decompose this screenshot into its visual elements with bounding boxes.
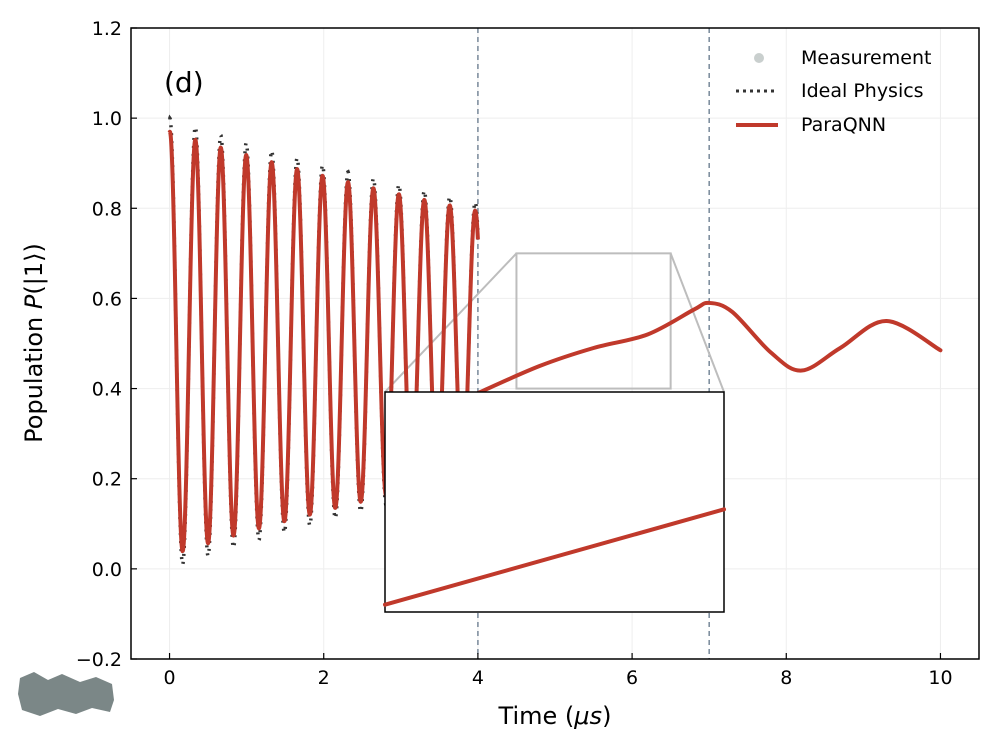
x-tick-label: 4	[472, 667, 484, 689]
ticks: 0 2 4 6 8 10 −0.2 0.0 0.2 0.4 0.6 0.8 1.0 1.2	[76, 18, 953, 689]
x-tick-label: 8	[780, 667, 792, 689]
inset	[383, 391, 726, 613]
x-axis-title: Time (μs)	[498, 702, 612, 730]
logo-smudge	[18, 672, 114, 716]
panel-label: (d)	[164, 66, 204, 99]
legend: Measurement Ideal Physics ParaQNN	[736, 47, 931, 136]
paraqnn-extrapolation-line	[475, 300, 943, 396]
paraqnn-line	[167, 129, 480, 554]
y-tick-label: 0.0	[92, 559, 122, 581]
legend-label-paraqnn: ParaQNN	[801, 114, 886, 136]
y-tick-label: 0.8	[92, 198, 122, 220]
y-tick-label: 0.4	[92, 379, 122, 401]
x-tick-label: 0	[163, 667, 175, 689]
legend-label-ideal-physics: Ideal Physics	[801, 80, 924, 102]
zoom-connector-right	[669, 252, 725, 393]
x-tick-label: 2	[318, 667, 330, 689]
zoom-region-box	[515, 252, 672, 390]
legend-marker-measurement	[754, 53, 764, 63]
y-tick-label: 0.6	[92, 288, 122, 310]
series	[167, 114, 943, 567]
y-tick-label: −0.2	[76, 649, 122, 671]
y-tick-label: 1.2	[92, 18, 122, 40]
y-tick-label: 0.2	[92, 469, 122, 491]
y-axis-title: Population P(|1⟩)	[20, 243, 48, 443]
plot-frame	[130, 27, 980, 660]
legend-label-measurement: Measurement	[801, 47, 931, 69]
y-tick-label: 1.0	[92, 108, 122, 130]
x-tick-label: 6	[626, 667, 638, 689]
inset-frame	[384, 391, 725, 613]
ideal-physics-line	[167, 114, 480, 567]
x-tick-label: 10	[928, 667, 952, 689]
inset-paraqnn-line	[383, 507, 726, 607]
